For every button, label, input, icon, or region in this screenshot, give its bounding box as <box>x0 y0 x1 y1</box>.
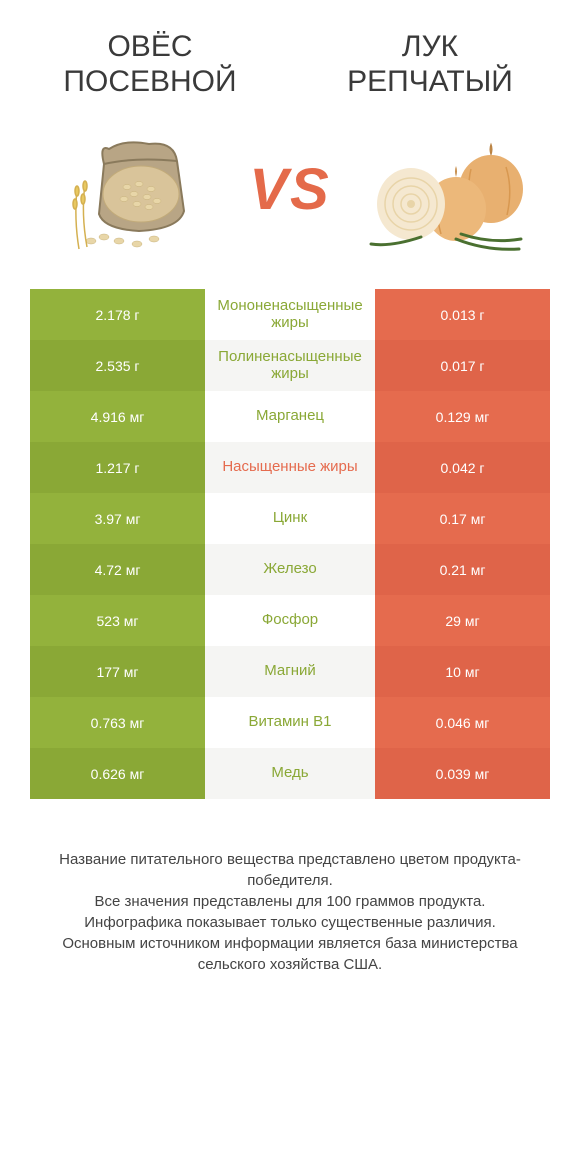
comparison-table: 2.178 гМононенасыщенные жиры0.013 г2.535… <box>0 289 580 799</box>
table-row: 4.72 мгЖелезо0.21 мг <box>30 544 550 595</box>
nutrient-name: Медь <box>205 748 375 799</box>
left-value: 177 мг <box>30 646 205 697</box>
footer-line: Основным источником информации является … <box>30 933 550 975</box>
left-value: 2.178 г <box>30 289 205 340</box>
right-value: 0.039 мг <box>375 748 550 799</box>
footer-line: Название питательного вещества представл… <box>30 849 550 891</box>
hero-section: VS <box>0 109 580 289</box>
table-row: 4.916 мгМарганец0.129 мг <box>30 391 550 442</box>
left-value: 3.97 мг <box>30 493 205 544</box>
right-value: 10 мг <box>375 646 550 697</box>
table-row: 0.626 мгМедь0.039 мг <box>30 748 550 799</box>
left-value: 0.763 мг <box>30 697 205 748</box>
left-value: 2.535 г <box>30 340 205 391</box>
table-row: 2.178 гМононенасыщенные жиры0.013 г <box>30 289 550 340</box>
nutrient-name: Витамин B1 <box>205 697 375 748</box>
right-value: 0.013 г <box>375 289 550 340</box>
nutrient-name: Железо <box>205 544 375 595</box>
right-value: 0.017 г <box>375 340 550 391</box>
right-value: 0.042 г <box>375 442 550 493</box>
footer-line: Инфографика показывает только существенн… <box>30 912 550 933</box>
nutrient-name: Насыщенные жиры <box>205 442 375 493</box>
nutrient-name: Фосфор <box>205 595 375 646</box>
header: ОВЁС ПОСЕВНОЙ ЛУК РЕПЧАТЫЙ <box>0 0 580 109</box>
onion-icon <box>361 119 531 259</box>
right-value: 0.046 мг <box>375 697 550 748</box>
nutrient-name: Полиненасыщенные жиры <box>205 340 375 391</box>
left-value: 523 мг <box>30 595 205 646</box>
footer-notes: Название питательного вещества представл… <box>0 799 580 975</box>
right-product-title: ЛУК РЕПЧАТЫЙ <box>320 30 540 99</box>
table-row: 1.217 гНасыщенные жиры0.042 г <box>30 442 550 493</box>
left-value: 1.217 г <box>30 442 205 493</box>
table-row: 3.97 мгЦинк0.17 мг <box>30 493 550 544</box>
oat-image <box>49 119 219 259</box>
right-value: 0.129 мг <box>375 391 550 442</box>
nutrient-name: Мононенасыщенные жиры <box>205 289 375 340</box>
footer-line: Все значения представлены для 100 граммо… <box>30 891 550 912</box>
table-row: 177 мгМагний10 мг <box>30 646 550 697</box>
right-value: 0.21 мг <box>375 544 550 595</box>
nutrient-name: Марганец <box>205 391 375 442</box>
oat-icon <box>49 119 219 259</box>
right-value: 29 мг <box>375 595 550 646</box>
left-value: 4.72 мг <box>30 544 205 595</box>
left-value: 4.916 мг <box>30 391 205 442</box>
left-product-title: ОВЁС ПОСЕВНОЙ <box>40 30 260 99</box>
nutrient-name: Магний <box>205 646 375 697</box>
table-row: 523 мгФосфор29 мг <box>30 595 550 646</box>
onion-image <box>361 119 531 259</box>
table-row: 2.535 гПолиненасыщенные жиры0.017 г <box>30 340 550 391</box>
vs-label: VS <box>249 156 330 223</box>
right-value: 0.17 мг <box>375 493 550 544</box>
left-value: 0.626 мг <box>30 748 205 799</box>
table-row: 0.763 мгВитамин B10.046 мг <box>30 697 550 748</box>
nutrient-name: Цинк <box>205 493 375 544</box>
